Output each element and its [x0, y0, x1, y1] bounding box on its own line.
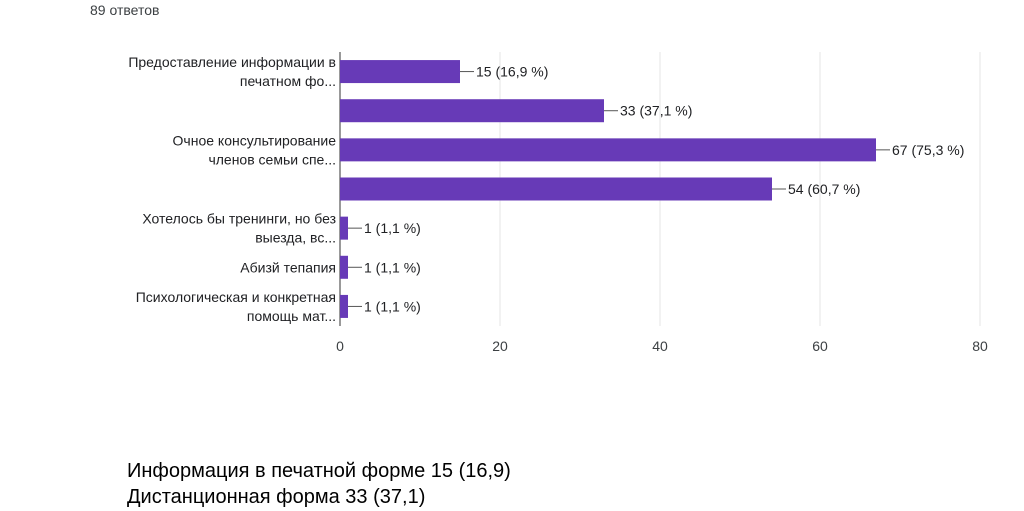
bar	[340, 216, 348, 240]
value-label: 54 (60,7 %)	[788, 181, 860, 197]
category-label: Абизй тепапия	[240, 259, 336, 275]
category-label: печатном фо...	[240, 73, 336, 89]
x-tick-label: 60	[812, 338, 828, 354]
bar	[340, 60, 460, 84]
value-label: 15 (16,9 %)	[476, 64, 548, 80]
category-label: помощь мат...	[247, 308, 336, 324]
value-label: 33 (37,1 %)	[620, 103, 692, 119]
value-label: 1 (1,1 %)	[364, 220, 421, 236]
bar	[340, 177, 772, 201]
value-label: 1 (1,1 %)	[364, 259, 421, 275]
category-label: Психологическая и конкретная	[136, 289, 336, 305]
x-tick-label: 0	[336, 338, 344, 354]
category-label: выезда, вс...	[255, 230, 336, 246]
x-tick-label: 20	[492, 338, 508, 354]
bar	[340, 294, 348, 318]
bar	[340, 255, 348, 279]
category-label: Хотелось бы тренинги, но без	[142, 211, 336, 227]
x-tick-label: 40	[652, 338, 668, 354]
note-line: Информация в печатной форме 15 (16,9)	[127, 460, 511, 482]
bar	[340, 138, 876, 162]
value-label: 1 (1,1 %)	[364, 298, 421, 314]
value-labels: 15 (16,9 %) 33 (37,1 %) 67 (75,3 %) 54 (60,…	[348, 64, 964, 314]
x-tick-label: 80	[972, 338, 988, 354]
category-label: членов семьи спе...	[208, 151, 336, 167]
category-label: Очное консультирование	[173, 132, 337, 148]
notes: Информация в печатной форме 15 (16,9) Ди…	[127, 458, 511, 510]
category-labels: Предоставление информации в печатном фо..…	[128, 54, 336, 324]
response-count: 89 ответов	[90, 2, 160, 18]
note-line: Дистанционная форма 33 (37,1)	[127, 486, 426, 508]
bar-chart: Предоставление информации в печатном фо..…	[128, 52, 988, 354]
x-axis-ticks: 0 20 40 60 80	[336, 338, 988, 354]
category-label: Предоставление информации в	[128, 54, 336, 70]
chart-bars	[340, 60, 876, 318]
value-label: 67 (75,3 %)	[892, 142, 964, 158]
bar	[340, 99, 604, 123]
